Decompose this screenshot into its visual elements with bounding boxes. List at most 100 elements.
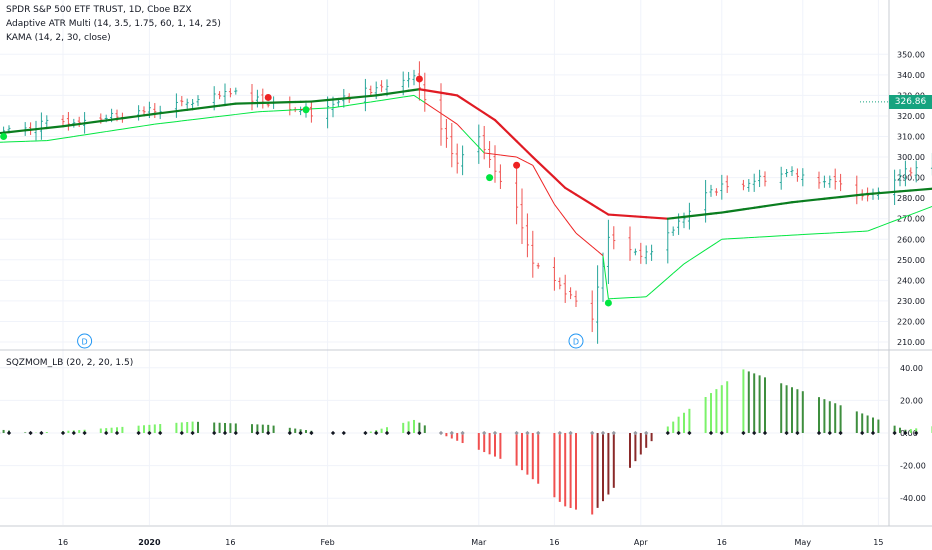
atr-stop-segment xyxy=(645,291,652,298)
kama-line-segment xyxy=(531,155,540,164)
atr-stop-segment xyxy=(370,100,377,103)
time-axis-tick-label: May xyxy=(795,538,812,547)
signal-dot-long xyxy=(302,106,310,114)
squeeze-dot xyxy=(147,430,152,436)
squeeze-dot xyxy=(190,430,195,436)
atr-stop-segment xyxy=(403,95,409,98)
kama-line-segment xyxy=(650,216,669,220)
squeeze-dot xyxy=(590,430,595,436)
dividend-marker-label: D xyxy=(82,338,88,347)
squeeze-dot xyxy=(752,430,757,436)
price-axis-tick-label: 250.00 xyxy=(897,256,925,265)
kama-line-segment xyxy=(423,89,443,94)
atr-stop-segment xyxy=(349,102,366,106)
signal-dot-long xyxy=(604,299,612,307)
atr-stop-segment xyxy=(224,114,231,117)
atr-stop-segment xyxy=(840,231,857,233)
squeeze-dot xyxy=(870,430,876,436)
atr-stop-segment xyxy=(764,235,782,238)
signal-dot-short xyxy=(513,161,521,169)
squeeze-dot xyxy=(860,430,865,436)
atr-stop-segment xyxy=(62,136,69,139)
time-axis-tick-label: Apr xyxy=(634,538,649,547)
atr-stop-segment xyxy=(197,116,215,120)
atr-stop-segment xyxy=(365,101,371,104)
atr-stop-segment xyxy=(532,165,539,176)
atr-stop-segment xyxy=(462,129,480,148)
squeeze-dot xyxy=(460,430,465,436)
squeeze-dot xyxy=(914,430,919,436)
squeeze-dot xyxy=(665,430,670,436)
atr-stop-segment xyxy=(570,225,577,234)
price-axis-tick-label: 220.00 xyxy=(897,317,925,326)
squeeze-dot xyxy=(406,430,411,436)
atr-stop-segment xyxy=(160,121,177,125)
kama-line-segment xyxy=(348,95,367,100)
squeeze-dot xyxy=(838,430,843,436)
atr-stop-segment xyxy=(376,99,382,102)
atr-stop-segment xyxy=(84,131,101,136)
kama-line-segment xyxy=(83,120,102,125)
atr-stop-segment xyxy=(597,250,604,257)
atr-stop-segment xyxy=(716,238,723,244)
time-axis-tick-label: 16 xyxy=(225,538,235,547)
squeeze-dot xyxy=(719,430,724,436)
kama-line-segment xyxy=(520,145,529,153)
atr-stop-segment xyxy=(408,94,415,97)
atr-stop-segment xyxy=(894,218,901,222)
atr-stop-segment xyxy=(672,268,679,274)
kama-line-segment xyxy=(159,110,178,115)
atr-stop-segment xyxy=(381,99,388,101)
squeeze-dot xyxy=(525,430,530,436)
squeeze-dot xyxy=(341,430,346,436)
momentum-axis-tick-label: 0.00 xyxy=(900,429,918,438)
atr-stop-segment xyxy=(386,96,404,101)
price-axis-tick-label: 340.00 xyxy=(897,71,925,80)
atr-stop-segment xyxy=(527,162,534,166)
atr-stop-segment xyxy=(235,111,253,115)
atr-stop-segment xyxy=(230,113,236,116)
atr-stop-segment xyxy=(46,137,64,142)
atr-stop-segment xyxy=(537,174,555,205)
atr-stop-segment xyxy=(867,228,874,232)
kama-line-segment xyxy=(801,198,821,203)
atr-stop-segment xyxy=(802,233,820,236)
atr-stop-segment xyxy=(591,246,598,252)
price-axis-tick-label: 300.00 xyxy=(897,153,925,162)
atr-stop-segment xyxy=(111,129,118,132)
squeeze-dot xyxy=(514,430,519,436)
time-axis-tick-label: 16 xyxy=(549,538,559,547)
squeeze-dot xyxy=(536,430,541,436)
squeeze-dot xyxy=(6,430,12,436)
price-axis-tick-label: 320.00 xyxy=(897,112,925,121)
squeeze-dot xyxy=(795,430,800,436)
atr-stop-segment xyxy=(575,232,593,248)
atr-stop-segment xyxy=(500,154,517,158)
dividend-marker xyxy=(77,333,93,349)
atr-stop-segment xyxy=(138,125,145,128)
squeeze-dot xyxy=(708,430,714,436)
squeeze-dot xyxy=(158,430,163,436)
atr-stop-segment xyxy=(554,204,561,212)
kama-line-segment xyxy=(726,208,745,213)
atr-stop-segment xyxy=(484,152,490,155)
kama-line-segment xyxy=(121,114,140,120)
atr-stop-segment xyxy=(916,205,932,214)
atr-stop-segment xyxy=(219,115,226,117)
squeeze-dot xyxy=(633,430,638,436)
kama-line-segment xyxy=(558,181,567,189)
time-axis-tick-label: 16 xyxy=(58,538,68,547)
atr-stop-segment xyxy=(214,115,220,118)
atr-stop-segment xyxy=(187,119,193,121)
atr-stop-segment xyxy=(122,126,139,130)
squeeze-dot xyxy=(222,430,228,436)
squeeze-dot xyxy=(676,430,681,436)
atr-stop-segment xyxy=(910,212,917,216)
kama-line-segment xyxy=(385,90,405,95)
kama-line-segment xyxy=(196,105,216,110)
atr-stop-segment xyxy=(667,272,674,279)
atr-stop-segment xyxy=(311,107,328,110)
squeeze-dot xyxy=(741,430,746,436)
atr-stop-segment xyxy=(899,216,906,220)
dividend-marker xyxy=(568,333,584,349)
